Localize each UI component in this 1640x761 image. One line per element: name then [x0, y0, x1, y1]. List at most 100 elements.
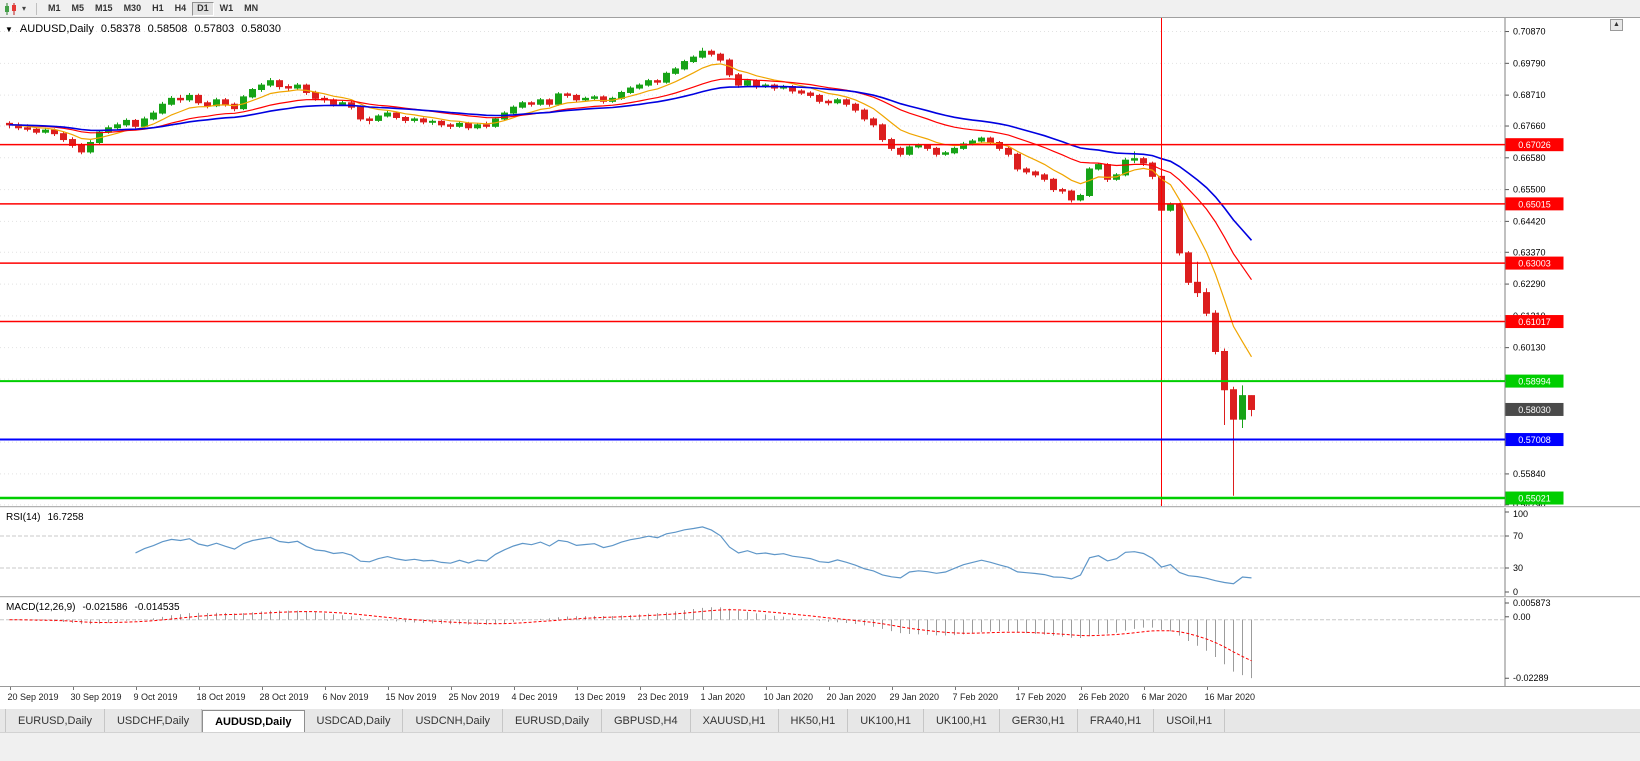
- candle: [412, 119, 418, 120]
- period-button-m1[interactable]: M1: [43, 2, 66, 16]
- chart-tab-ger30-h1[interactable]: GER30,H1: [1000, 709, 1078, 732]
- time-axis-tick: [199, 687, 200, 690]
- period-button-m30[interactable]: M30: [119, 2, 147, 16]
- time-axis-label: 1 Jan 2020: [701, 692, 746, 702]
- period-button-d1[interactable]: D1: [192, 2, 214, 16]
- price-axis-label: 0.67660: [1513, 121, 1546, 131]
- period-button-h4[interactable]: H4: [170, 2, 192, 16]
- candle: [934, 148, 940, 154]
- candle: [592, 97, 598, 98]
- chart-tab-uk100-h1[interactable]: UK100,H1: [848, 709, 924, 732]
- candle: [988, 138, 994, 142]
- timeframes-toolbar: ▾ M1M5M15M30H1H4D1W1MN: [0, 0, 1640, 18]
- ohlc-dropdown-icon[interactable]: ▼: [5, 25, 13, 34]
- chart-tab-gbpusd-h4[interactable]: GBPUSD,H4: [602, 709, 691, 732]
- chart-tab-xauusd-h1[interactable]: XAUUSD,H1: [691, 709, 779, 732]
- candle: [1168, 204, 1174, 210]
- current-price-tag-label: 0.58030: [1518, 405, 1551, 415]
- rsi-value: 16.7258: [47, 512, 83, 523]
- candle: [565, 94, 571, 95]
- macd-main-value: -0.021586: [82, 602, 127, 613]
- chart-tab-usdcnh-daily[interactable]: USDCNH,Daily: [403, 709, 503, 732]
- candle: [358, 107, 364, 119]
- time-axis-tick: [766, 687, 767, 690]
- candle: [1015, 154, 1021, 169]
- time-axis-label: 6 Mar 2020: [1142, 692, 1188, 702]
- macd-name: MACD(12,26,9): [6, 602, 75, 613]
- chart-tab-usoil-h1[interactable]: USOil,H1: [1154, 709, 1225, 732]
- chart-tab-usdcad-daily[interactable]: USDCAD,Daily: [305, 709, 404, 732]
- chart-tab-hk50-h1[interactable]: HK50,H1: [779, 709, 849, 732]
- candle: [466, 123, 472, 127]
- time-axis-label: 28 Oct 2019: [260, 692, 309, 702]
- price-axis-label: 0.62290: [1513, 279, 1546, 289]
- candle: [160, 104, 166, 113]
- period-button-h1[interactable]: H1: [147, 2, 169, 16]
- time-axis-tick: [703, 687, 704, 690]
- time-axis-tick: [829, 687, 830, 690]
- macd-axis-label: 0.005873: [1513, 598, 1551, 608]
- time-axis-tick: [388, 687, 389, 690]
- candle: [664, 73, 670, 82]
- chart-tab-fra40-h1[interactable]: FRA40,H1: [1078, 709, 1154, 732]
- period-button-w1[interactable]: W1: [215, 2, 239, 16]
- macd-pane[interactable]: 0.0058730.00-0.02289: [0, 598, 1640, 686]
- chart-tab-eurusd-daily[interactable]: EURUSD,Daily: [5, 709, 105, 732]
- candle: [151, 113, 157, 119]
- price-axis-label: 0.68710: [1513, 90, 1546, 100]
- candle: [376, 116, 382, 120]
- status-bar: [0, 732, 1640, 761]
- time-axis-label: 29 Jan 2020: [890, 692, 940, 702]
- symbol-info: ▼ AUDUSD,Daily 0.58378 0.58508 0.57803 0…: [5, 23, 281, 35]
- time-axis-tick: [1081, 687, 1082, 690]
- chart-tab-audusd-daily[interactable]: AUDUSD,Daily: [202, 710, 304, 732]
- candle: [709, 51, 715, 54]
- time-axis-label: 6 Nov 2019: [323, 692, 369, 702]
- candle: [637, 85, 643, 88]
- toolbar-separator: [36, 3, 37, 15]
- candle: [844, 100, 850, 104]
- chart-tab-uk100-h1[interactable]: UK100,H1: [924, 709, 1000, 732]
- candle: [448, 125, 454, 126]
- chart-tab-eurusd-daily[interactable]: EURUSD,Daily: [503, 709, 602, 732]
- chart-tab-usdchf-daily[interactable]: USDCHF,Daily: [105, 709, 202, 732]
- candle: [556, 94, 562, 104]
- candle: [1240, 396, 1246, 420]
- candle: [1042, 175, 1048, 179]
- time-axis[interactable]: 20 Sep 201930 Sep 20199 Oct 201918 Oct 2…: [0, 686, 1640, 708]
- candle: [367, 119, 373, 120]
- chart-type-icon[interactable]: [3, 2, 19, 16]
- time-axis-label: 25 Nov 2019: [449, 692, 500, 702]
- time-axis-label: 9 Oct 2019: [134, 692, 178, 702]
- candle: [808, 93, 814, 95]
- candle: [880, 125, 886, 140]
- time-axis-label: 16 Mar 2020: [1205, 692, 1256, 702]
- candle: [250, 90, 256, 97]
- rsi-line: [136, 527, 1252, 584]
- chart-type-dropdown-icon[interactable]: ▾: [22, 4, 26, 13]
- price-axis-label: 0.55840: [1513, 469, 1546, 479]
- rsi-axis-label: 70: [1513, 531, 1523, 541]
- candle: [115, 125, 121, 128]
- time-axis-label: 18 Oct 2019: [197, 692, 246, 702]
- candle: [646, 81, 652, 85]
- main-price-chart[interactable]: 0.708700.697900.687100.676600.665800.655…: [0, 18, 1640, 506]
- candle: [871, 119, 877, 125]
- time-axis-tick: [136, 687, 137, 690]
- candle: [511, 107, 517, 113]
- period-buttons-group: M1M5M15M30H1H4D1W1MN: [43, 2, 263, 16]
- rsi-axis-label: 0: [1513, 587, 1518, 596]
- candle: [700, 51, 706, 57]
- rsi-axis-label: 30: [1513, 563, 1523, 573]
- candle: [547, 100, 553, 104]
- scroll-up-button[interactable]: ▲: [1610, 19, 1623, 31]
- candle: [1177, 204, 1183, 253]
- period-button-m5[interactable]: M5: [67, 2, 90, 16]
- period-button-m15[interactable]: M15: [90, 2, 118, 16]
- candle: [1051, 179, 1057, 189]
- close-value: 0.58030: [241, 23, 281, 35]
- candle: [457, 123, 463, 126]
- rsi-pane[interactable]: 10070300: [0, 508, 1640, 596]
- candle: [574, 95, 580, 99]
- period-button-mn[interactable]: MN: [239, 2, 263, 16]
